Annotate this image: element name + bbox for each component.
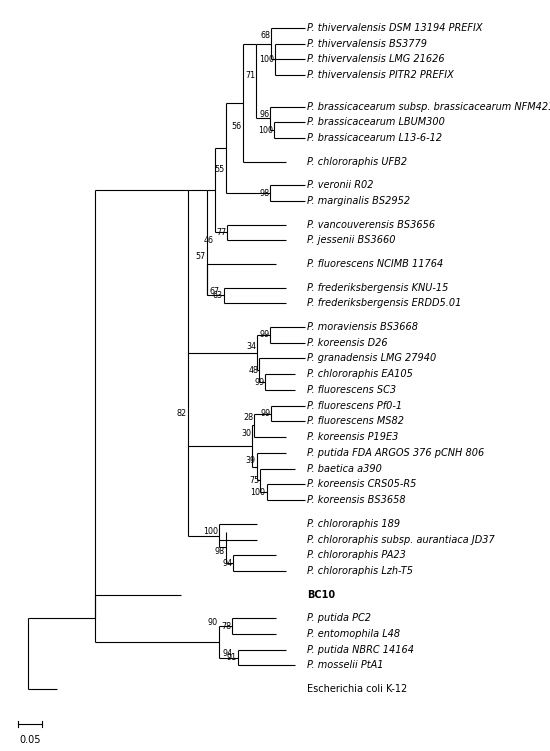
Text: 68: 68 [260, 31, 271, 40]
Text: 67: 67 [209, 287, 219, 296]
Text: P. brassicacearum subsp. brassicacearum NFM421: P. brassicacearum subsp. brassicacearum … [307, 101, 550, 111]
Text: P. granadensis LMG 27940: P. granadensis LMG 27940 [307, 354, 436, 363]
Text: 55: 55 [214, 165, 224, 174]
Text: 77: 77 [217, 228, 227, 237]
Text: 56: 56 [232, 122, 241, 131]
Text: P. mosselii PtA1: P. mosselii PtA1 [307, 660, 383, 671]
Text: P. thivervalensis PITR2 PREFIX: P. thivervalensis PITR2 PREFIX [307, 70, 454, 80]
Text: P. veronii R02: P. veronii R02 [307, 180, 373, 190]
Text: P. baetica a390: P. baetica a390 [307, 463, 382, 474]
Text: 90: 90 [208, 617, 218, 626]
Text: P. koreensis D26: P. koreensis D26 [307, 338, 388, 348]
Text: P. fluorescens Pf0-1: P. fluorescens Pf0-1 [307, 401, 402, 411]
Text: 82: 82 [177, 409, 187, 418]
Text: P. jessenii BS3660: P. jessenii BS3660 [307, 235, 395, 246]
Text: 96: 96 [259, 110, 270, 119]
Text: P. thivervalensis DSM 13194 PREFIX: P. thivervalensis DSM 13194 PREFIX [307, 23, 482, 33]
Text: 46: 46 [204, 236, 214, 245]
Text: 91: 91 [227, 653, 237, 662]
Text: 99: 99 [260, 409, 271, 418]
Text: P. marginalis BS2952: P. marginalis BS2952 [307, 196, 410, 206]
Text: P. vancouverensis BS3656: P. vancouverensis BS3656 [307, 219, 435, 230]
Text: 63: 63 [213, 291, 223, 300]
Text: 48: 48 [249, 366, 259, 375]
Text: Escherichia coli K-12: Escherichia coli K-12 [307, 684, 408, 694]
Text: P. fluorescens NCIMB 11764: P. fluorescens NCIMB 11764 [307, 259, 443, 269]
Text: 98: 98 [214, 547, 224, 556]
Text: BC10: BC10 [307, 590, 335, 599]
Text: 100: 100 [258, 125, 273, 134]
Text: P. chlororaphis EA105: P. chlororaphis EA105 [307, 369, 413, 379]
Text: P. brassicacearum LBUM300: P. brassicacearum LBUM300 [307, 117, 445, 127]
Text: 94: 94 [222, 559, 232, 568]
Text: P. chlororaphis UFB2: P. chlororaphis UFB2 [307, 157, 407, 167]
Text: P. frederiksbergensis KNU-15: P. frederiksbergensis KNU-15 [307, 282, 448, 293]
Text: 30: 30 [241, 429, 251, 438]
Text: P. fluorescens MS82: P. fluorescens MS82 [307, 416, 404, 427]
Text: P. chlororaphis Lzh-T5: P. chlororaphis Lzh-T5 [307, 566, 413, 576]
Text: 28: 28 [244, 413, 254, 422]
Text: 78: 78 [221, 622, 231, 631]
Text: 100: 100 [203, 527, 218, 536]
Text: P. putida PC2: P. putida PC2 [307, 614, 371, 623]
Text: 99: 99 [259, 330, 270, 339]
Text: P. chlororaphis PA23: P. chlororaphis PA23 [307, 550, 406, 560]
Text: 0.05: 0.05 [20, 734, 41, 745]
Text: 99: 99 [254, 378, 265, 387]
Text: P. putida NBRC 14164: P. putida NBRC 14164 [307, 645, 414, 655]
Text: P. koreensis CRS05-R5: P. koreensis CRS05-R5 [307, 479, 416, 490]
Text: 39: 39 [246, 457, 256, 466]
Text: 57: 57 [196, 252, 206, 261]
Text: P. koreensis P19E3: P. koreensis P19E3 [307, 432, 398, 442]
Text: P. fluorescens SC3: P. fluorescens SC3 [307, 385, 396, 395]
Text: 34: 34 [246, 342, 256, 351]
Text: P. putida FDA ARGOS 376 pCNH 806: P. putida FDA ARGOS 376 pCNH 806 [307, 448, 485, 458]
Text: 94: 94 [222, 649, 232, 658]
Text: P. moraviensis BS3668: P. moraviensis BS3668 [307, 322, 418, 332]
Text: P. thivervalensis BS3779: P. thivervalensis BS3779 [307, 38, 427, 49]
Text: 98: 98 [259, 189, 270, 198]
Text: 100: 100 [251, 488, 266, 496]
Text: P. brassicacearum L13-6-12: P. brassicacearum L13-6-12 [307, 133, 442, 143]
Text: P. entomophila L48: P. entomophila L48 [307, 629, 400, 639]
Text: P. chlororaphis 189: P. chlororaphis 189 [307, 519, 400, 529]
Text: 71: 71 [245, 71, 255, 80]
Text: 75: 75 [250, 476, 260, 485]
Text: P. thivervalensis LMG 21626: P. thivervalensis LMG 21626 [307, 54, 445, 65]
Text: 100: 100 [259, 55, 274, 64]
Text: P. chlororaphis subsp. aurantiaca JD37: P. chlororaphis subsp. aurantiaca JD37 [307, 535, 495, 544]
Text: P. frederiksbergensis ERDD5.01: P. frederiksbergensis ERDD5.01 [307, 298, 461, 309]
Text: P. koreensis BS3658: P. koreensis BS3658 [307, 495, 406, 505]
